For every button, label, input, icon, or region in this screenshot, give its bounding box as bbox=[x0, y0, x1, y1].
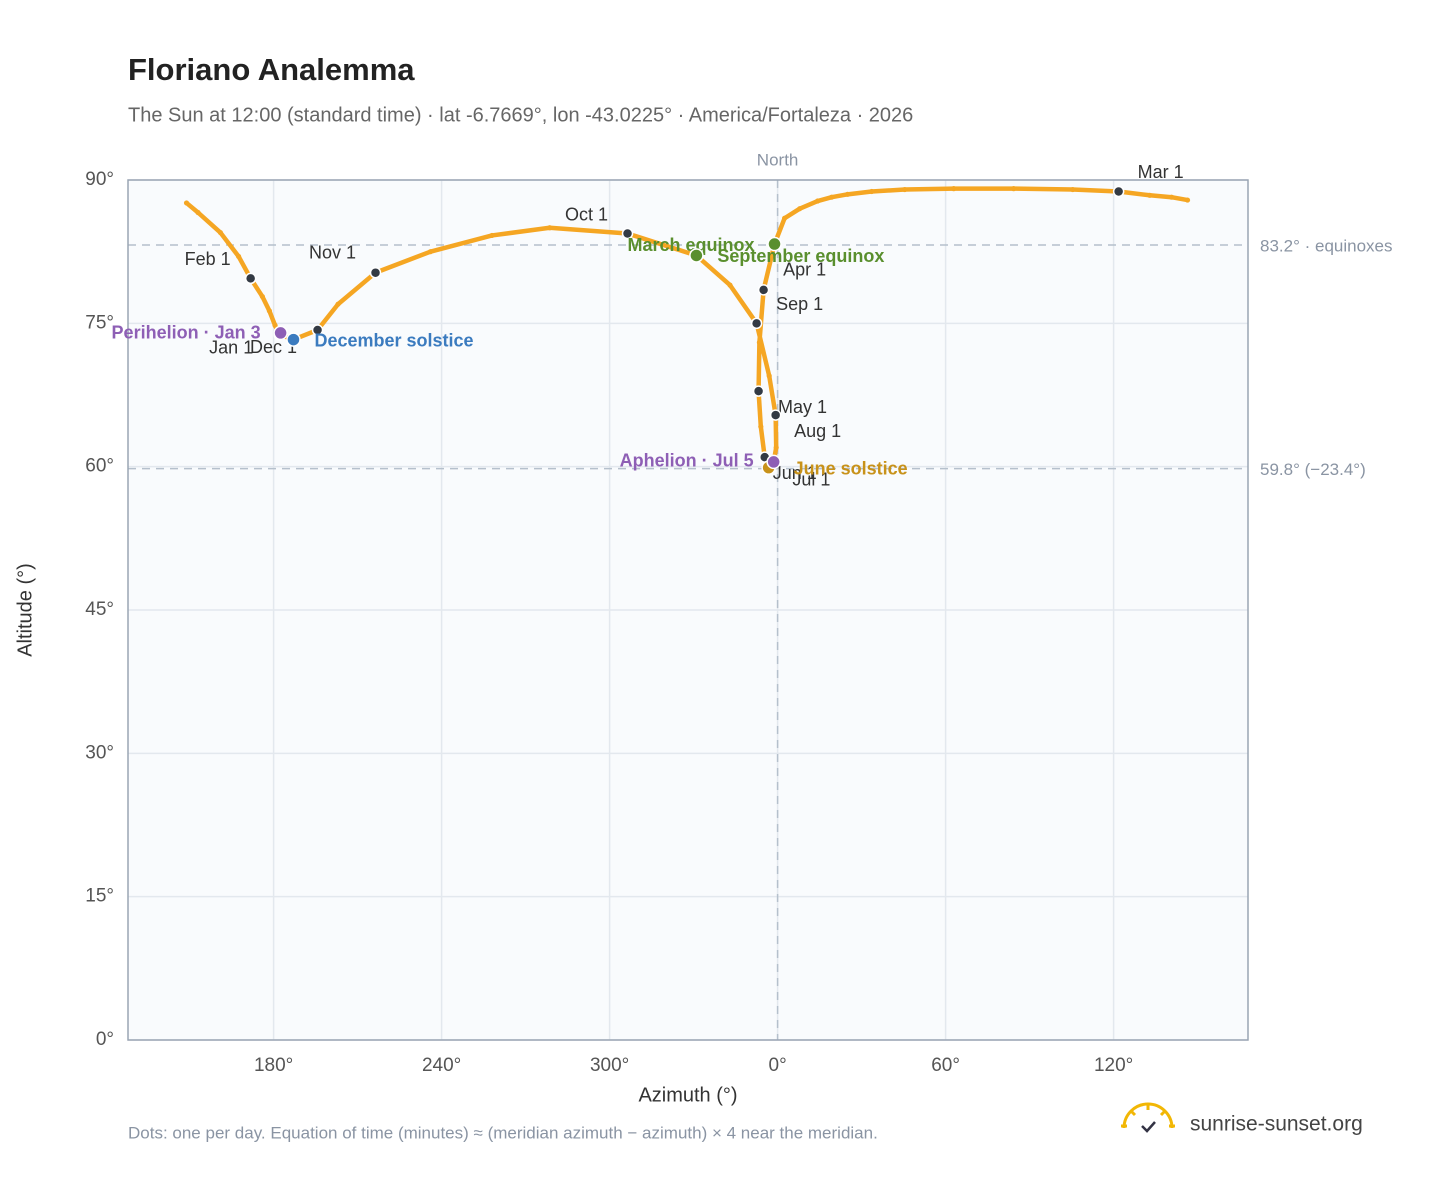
sun-dot bbox=[815, 198, 821, 204]
month-marker bbox=[750, 317, 763, 330]
month-marker bbox=[1112, 185, 1125, 198]
sun-dot bbox=[829, 194, 835, 200]
sun-dot bbox=[797, 206, 803, 212]
month-label: Aug 1 bbox=[794, 421, 841, 441]
month-marker bbox=[752, 385, 765, 397]
sun-dot bbox=[902, 186, 908, 193]
y-tick-label: 90° bbox=[85, 169, 114, 190]
x-axis-label: Azimuth (°) bbox=[638, 1084, 737, 1106]
reference-label: 59.8° (−23.4°) bbox=[1260, 460, 1366, 479]
x-tick-label: 0° bbox=[769, 1055, 787, 1076]
sun-dot bbox=[845, 191, 851, 197]
sun-dot bbox=[183, 200, 190, 206]
brand: sunrise-sunset.org bbox=[1190, 1113, 1363, 1136]
reference-label: 83.2° · equinoxes bbox=[1260, 236, 1393, 255]
month-label: May 1 bbox=[778, 397, 827, 417]
sun-dot bbox=[489, 232, 495, 239]
plot-border bbox=[127, 179, 1249, 1041]
month-marker bbox=[311, 324, 324, 336]
month-label: Jul 1 bbox=[792, 470, 830, 490]
x-tick-label: 120° bbox=[1094, 1055, 1133, 1076]
x-tick-label: 180° bbox=[254, 1055, 293, 1076]
north-label: North bbox=[757, 150, 799, 169]
sun-dot bbox=[1147, 192, 1153, 198]
sun-dot bbox=[195, 209, 201, 216]
event-marker bbox=[286, 332, 301, 347]
sun-dot bbox=[259, 293, 265, 300]
y-tick-label: 75° bbox=[85, 312, 114, 333]
y-tick-label: 45° bbox=[85, 599, 114, 620]
y-tick-label: 30° bbox=[85, 742, 114, 763]
sun-dot bbox=[272, 322, 278, 328]
sun-dot bbox=[1184, 197, 1191, 203]
sun-dot bbox=[427, 249, 433, 255]
x-tick-label: 60° bbox=[931, 1055, 960, 1076]
brand-logo bbox=[1121, 1102, 1175, 1133]
sun-dot bbox=[547, 225, 553, 231]
sun-dot bbox=[727, 282, 733, 288]
sun-dot bbox=[758, 423, 764, 430]
y-tick-label: 15° bbox=[85, 886, 114, 907]
sun-dot bbox=[756, 339, 763, 346]
sun-dot bbox=[1011, 186, 1017, 192]
footnote: Dots: one per day. Equation of time (min… bbox=[128, 1123, 878, 1142]
sun-dot bbox=[335, 301, 341, 307]
y-tick-label: 0° bbox=[96, 1029, 114, 1050]
month-label: Oct 1 bbox=[565, 204, 608, 224]
event-marker bbox=[273, 325, 288, 341]
sun-dot bbox=[266, 308, 272, 314]
x-tick-label: 240° bbox=[422, 1055, 461, 1076]
y-axis-label: Altitude (°) bbox=[14, 563, 36, 657]
month-marker bbox=[769, 409, 782, 421]
event-label: Aphelion · Jul 5 bbox=[620, 451, 754, 471]
sun-dot bbox=[773, 444, 779, 451]
month-label: Mar 1 bbox=[1138, 162, 1184, 182]
chart-subtitle: The Sun at 12:00 (standard time) · lat -… bbox=[128, 104, 913, 126]
month-marker bbox=[244, 272, 257, 285]
month-label: Sep 1 bbox=[776, 294, 823, 314]
event-label: Perihelion · Jan 3 bbox=[112, 323, 261, 343]
event-label: March equinox bbox=[627, 235, 754, 255]
month-marker bbox=[757, 284, 770, 296]
chart-title: Floriano Analemma bbox=[128, 52, 415, 87]
month-label: Jan 1 bbox=[209, 338, 253, 358]
event-marker bbox=[689, 248, 704, 263]
month-label: Apr 1 bbox=[783, 260, 826, 280]
event-marker bbox=[767, 236, 782, 252]
sun-dot bbox=[766, 373, 772, 379]
month-label: Feb 1 bbox=[185, 249, 231, 269]
month-marker bbox=[621, 227, 634, 240]
month-label: Dec 1 bbox=[250, 337, 297, 357]
sun-dot bbox=[236, 253, 242, 260]
month-label: Jun 1 bbox=[773, 463, 817, 483]
sun-dot bbox=[869, 188, 875, 195]
event-label: June solstice bbox=[794, 458, 908, 478]
sun-dot bbox=[951, 186, 957, 192]
sun-dot bbox=[1168, 194, 1175, 200]
sun-dot bbox=[217, 229, 223, 236]
x-tick-label: 300° bbox=[590, 1055, 629, 1076]
month-label: Nov 1 bbox=[309, 242, 356, 262]
event-label: December solstice bbox=[314, 330, 473, 350]
sun-dot bbox=[1070, 186, 1076, 193]
event-label: September equinox bbox=[717, 246, 884, 266]
y-tick-label: 60° bbox=[85, 456, 114, 477]
sun-dot bbox=[782, 215, 788, 221]
event-marker bbox=[766, 454, 781, 470]
month-marker bbox=[369, 266, 382, 279]
